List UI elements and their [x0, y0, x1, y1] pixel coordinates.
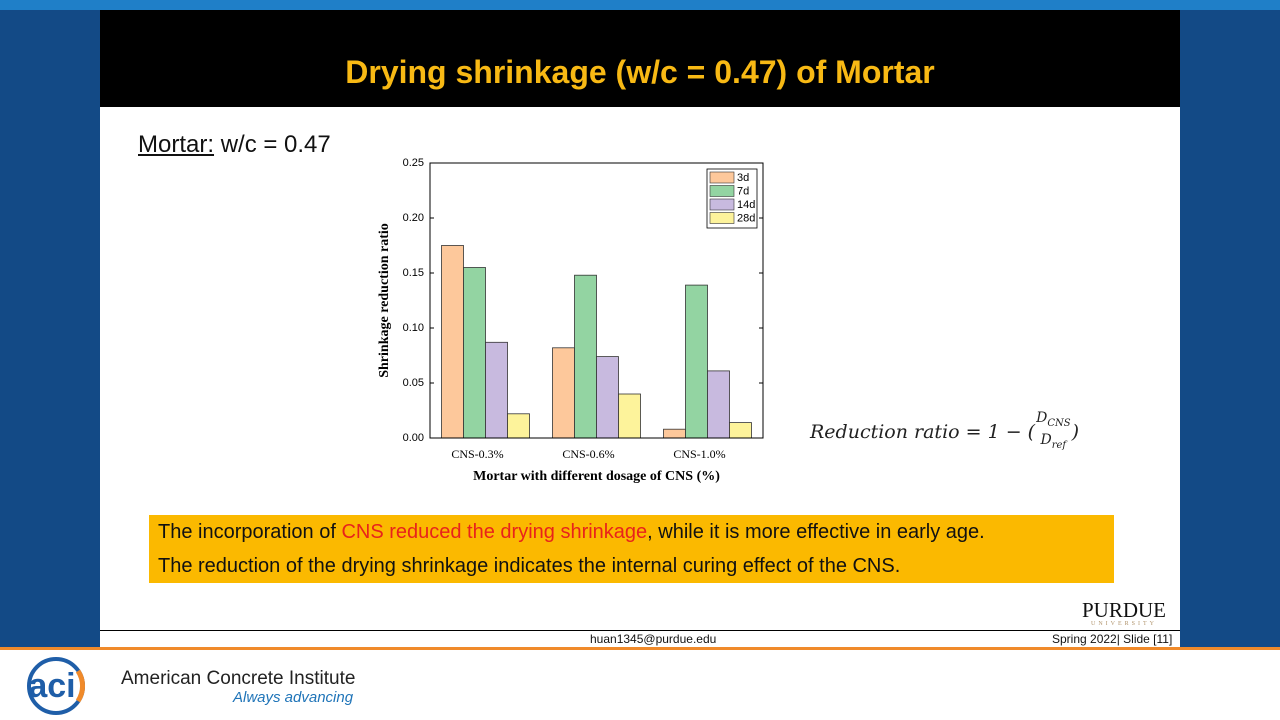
y-tick-label: 0.25	[403, 157, 424, 169]
footer-email: huan1345@purdue.edu	[590, 632, 717, 646]
legend-label: 28d	[737, 212, 755, 224]
aci-logo: aci	[27, 657, 86, 715]
legend-swatch	[709, 171, 735, 184]
formula: Reduction ratio = 1 − ( DCNS Dref )	[810, 410, 1079, 454]
highlight-line-1: The incorporation of CNS reduced the dry…	[158, 521, 985, 544]
plot-frame	[429, 162, 764, 439]
denominator-sub: ref	[1051, 439, 1067, 451]
bar	[663, 428, 686, 439]
y-tick-label: 0.05	[403, 377, 424, 389]
branding-bar	[0, 650, 1280, 720]
y-tick-label: 0.15	[403, 267, 424, 279]
highlight-box: The incorporation of CNS reduced the dry…	[149, 515, 1114, 583]
highlight-line-2: The reduction of the drying shrinkage in…	[158, 555, 901, 577]
numerator-symbol: D	[1036, 410, 1048, 426]
logo-name: PURDUE	[1082, 598, 1167, 622]
legend-swatch	[709, 185, 735, 197]
legend-label: 14d	[737, 199, 755, 211]
x-tick-label: CNS-0.6%	[562, 447, 614, 461]
legend-swatch	[709, 198, 735, 211]
bar	[552, 347, 575, 439]
numerator: DCNS	[1036, 410, 1071, 432]
numerator-sub: CNS	[1047, 417, 1071, 429]
emphasis: CNS reduced the drying shrinkage	[341, 521, 648, 543]
bar	[441, 245, 464, 439]
formula-lhs: Reduction ratio = 1 − (	[810, 420, 1036, 443]
logo-sub: UNIVERSITY	[1091, 621, 1157, 627]
legend-swatch	[709, 212, 735, 224]
logo-text: aci	[28, 667, 75, 705]
bar	[574, 274, 597, 439]
org-tagline: Always advancing	[233, 689, 354, 706]
org-name: American Concrete Institute	[121, 668, 356, 689]
top-bar	[0, 0, 1280, 10]
mortar-label: Mortar:	[138, 131, 215, 158]
x-tick-label: CNS-0.3%	[451, 447, 503, 461]
bar	[463, 267, 486, 439]
y-tick-label: 0.20	[403, 212, 424, 224]
formula-close: )	[1071, 420, 1079, 443]
text: The incorporation of	[158, 521, 342, 543]
bar	[707, 370, 730, 439]
bar	[685, 284, 708, 439]
slide-title: Drying shrinkage (w/c = 0.47) of Mortar	[100, 10, 1180, 107]
y-axis-title: Shrinkage reduction ratio	[377, 223, 392, 378]
y-tick-label: 0.00	[403, 432, 424, 444]
mortar-value: w/c = 0.47	[220, 131, 331, 158]
x-axis-title: Mortar with different dosage of CNS (%)	[473, 469, 720, 484]
bar	[596, 356, 619, 439]
logo-arc	[75, 669, 86, 703]
bar	[618, 393, 641, 439]
mortar-heading: Mortar: w/c = 0.47	[138, 131, 331, 159]
purdue-logo: PURDUE UNIVERSITY	[1082, 600, 1166, 628]
bar	[485, 341, 508, 439]
bar	[507, 413, 530, 439]
text: , while it is more effective in early ag…	[647, 521, 985, 543]
legend-label: 7d	[737, 185, 749, 197]
footer-slide: Spring 2022| Slide [11]	[1052, 632, 1173, 646]
footer-line	[100, 630, 1180, 631]
y-tick-label: 0.10	[403, 322, 424, 334]
x-tick-label: CNS-1.0%	[673, 447, 725, 461]
denominator: Dref	[1041, 432, 1067, 454]
legend-label: 3d	[737, 172, 749, 184]
bar	[729, 422, 752, 439]
fraction: DCNS Dref	[1036, 410, 1071, 454]
denominator-symbol: D	[1040, 431, 1052, 448]
orange-bar	[0, 647, 1280, 650]
